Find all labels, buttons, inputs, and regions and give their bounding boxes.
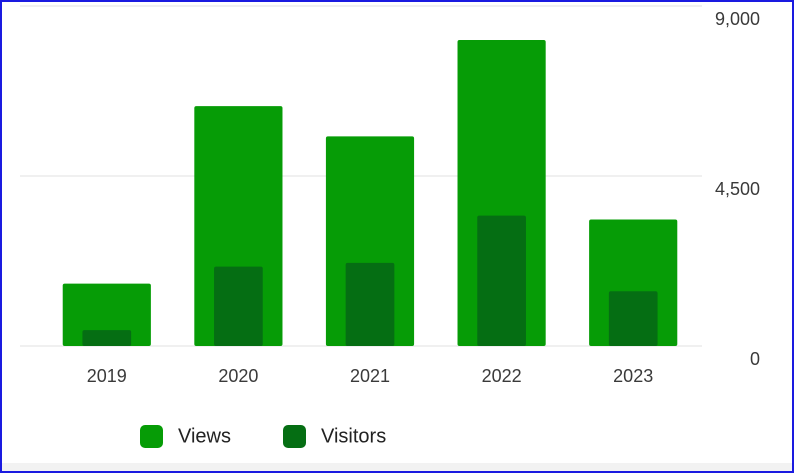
y-tick-label: 0 [750,349,760,369]
bar [345,262,395,346]
x-tick-label: 2020 [218,366,258,386]
bar [214,266,263,346]
bar [477,215,526,346]
legend-swatch [283,425,306,448]
y-tick-label: 4,500 [715,179,760,199]
bar [608,291,658,346]
legend-label: Views [178,425,231,447]
x-tick-label: 2022 [482,366,522,386]
bar [82,330,132,346]
bottom-strip [2,463,792,471]
legend-swatch [140,425,163,448]
x-tick-label: 2019 [87,366,127,386]
x-tick-label: 2023 [613,366,653,386]
x-tick-label: 2021 [350,366,390,386]
y-tick-label: 9,000 [715,9,760,29]
legend-label: Visitors [321,425,386,447]
